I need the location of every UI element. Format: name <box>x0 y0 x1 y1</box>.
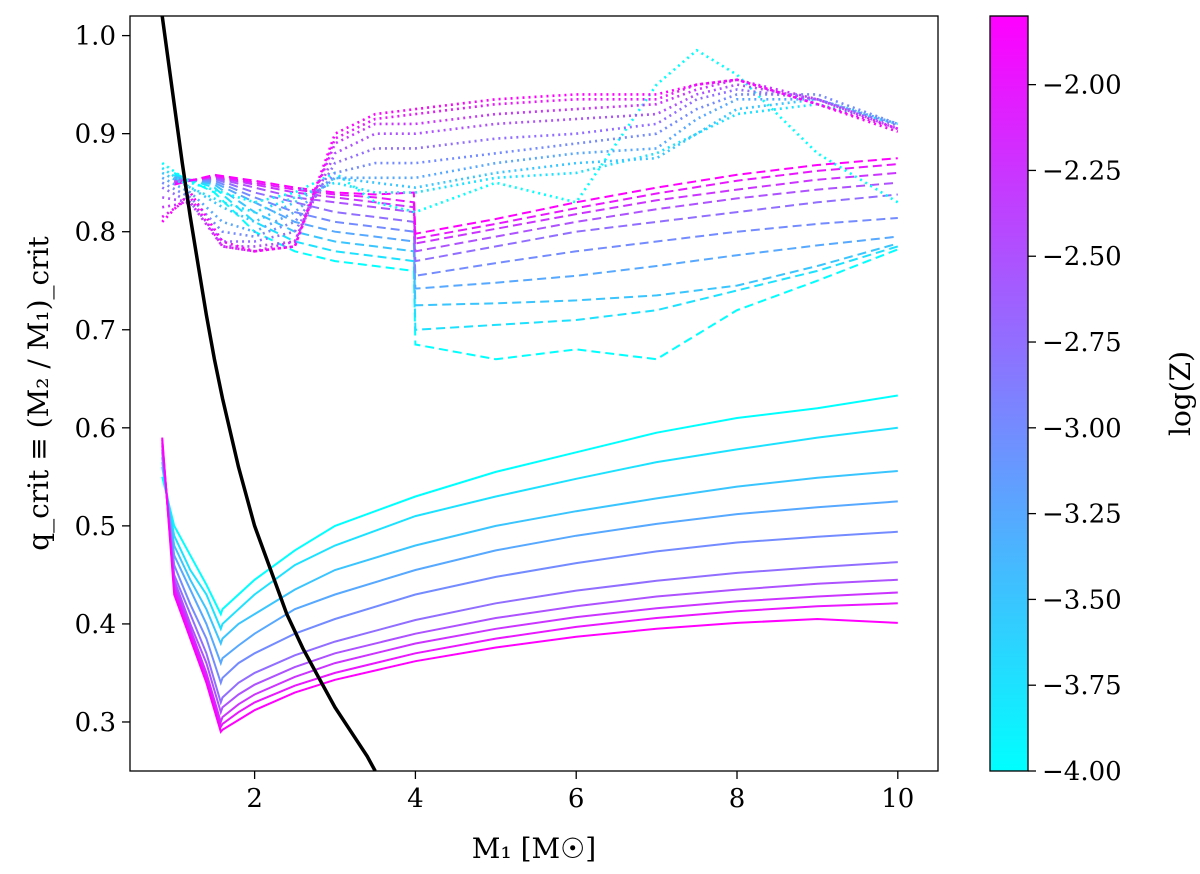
solid-series-line-7 <box>161 442 898 726</box>
y-tick-label: 0.5 <box>75 512 116 542</box>
solid-series-line-8 <box>161 439 898 730</box>
dashed-series-line-1 <box>173 173 899 331</box>
dashed-series-line-7 <box>174 171 898 245</box>
dashed-series-line-2 <box>174 175 899 307</box>
dotted-series-line-9 <box>161 78 899 253</box>
solid-series-line-2 <box>161 461 898 647</box>
reference-curve-line <box>160 16 377 771</box>
colorbar-gradient <box>989 15 1029 772</box>
dashed-series-line-0 <box>173 172 899 361</box>
dotted-series-line-1 <box>161 102 899 214</box>
x-tick-label: 10 <box>881 784 914 814</box>
y-axis-label: q_crit ≡ (M₂ / M₁)_crit <box>22 235 55 550</box>
series-group <box>160 16 899 771</box>
solid-series-line-5 <box>161 449 898 706</box>
colorbar-tick-label: −3.25 <box>1042 500 1122 530</box>
solid-series-line-0 <box>161 394 898 617</box>
y-tick-label: 0.6 <box>75 414 116 444</box>
x-tick-label: 6 <box>568 784 585 814</box>
dotted-series-line-2 <box>161 97 899 224</box>
axes: 2 4 6 8 10 0.3 0.4 0.5 0.6 0.7 0.8 0.9 1.0 M₁ [M☉] q_c… <box>22 15 939 865</box>
plot-frame <box>129 15 939 772</box>
x-tick-label: 4 <box>407 784 424 814</box>
colorbar-tick-label: −3.75 <box>1042 671 1122 701</box>
y-tick-label: 1.0 <box>75 22 116 52</box>
colorbar-label: log(Z) <box>1164 351 1197 436</box>
colorbar-tick-label: −2.25 <box>1042 156 1122 186</box>
dashed-series-line-5 <box>174 177 898 263</box>
colorbar: −4.00 −3.75 −3.50 −3.25 −3.00 −2.75 −2.50 −2.25… <box>989 15 1197 787</box>
colorbar-tick-label: −3.50 <box>1042 585 1122 615</box>
solid-series-line-1 <box>161 426 898 632</box>
dashed-series-line-6 <box>174 176 898 253</box>
x-tick-label: 8 <box>729 784 746 814</box>
solid-series-line-3 <box>161 457 898 667</box>
plot-area <box>160 16 899 771</box>
dashed-series-line-3 <box>174 176 898 290</box>
solid-series-line-9 <box>161 437 898 734</box>
y-tick-label: 0.7 <box>75 316 116 346</box>
dotted-series-line-8 <box>161 78 899 253</box>
y-tick-label: 0.3 <box>75 708 116 738</box>
dotted-series-line-7 <box>161 78 899 253</box>
solid-series-line-6 <box>161 445 898 716</box>
x-axis-label: M₁ [M☉] <box>472 832 596 865</box>
colorbar-tick-label: −4.00 <box>1042 757 1122 787</box>
colorbar-tick-label: −2.50 <box>1042 242 1122 272</box>
x-tick-label: 2 <box>246 784 263 814</box>
dotted-series-line-0 <box>161 48 899 214</box>
dotted-series-line-4 <box>161 93 899 238</box>
colorbar-tick-label: −2.75 <box>1042 328 1122 358</box>
colorbar-tick-label: −2.00 <box>1042 71 1122 101</box>
colorbar-tick-label: −3.00 <box>1042 414 1122 444</box>
y-tick-label: 0.8 <box>75 218 116 248</box>
dotted-series-line-6 <box>161 83 899 248</box>
dashed-series-line-4 <box>174 178 898 277</box>
dotted-series-line-5 <box>161 88 899 243</box>
y-tick-label: 0.9 <box>75 120 116 150</box>
dashed-series-line-9 <box>173 157 898 235</box>
y-tick-label: 0.4 <box>75 610 116 640</box>
